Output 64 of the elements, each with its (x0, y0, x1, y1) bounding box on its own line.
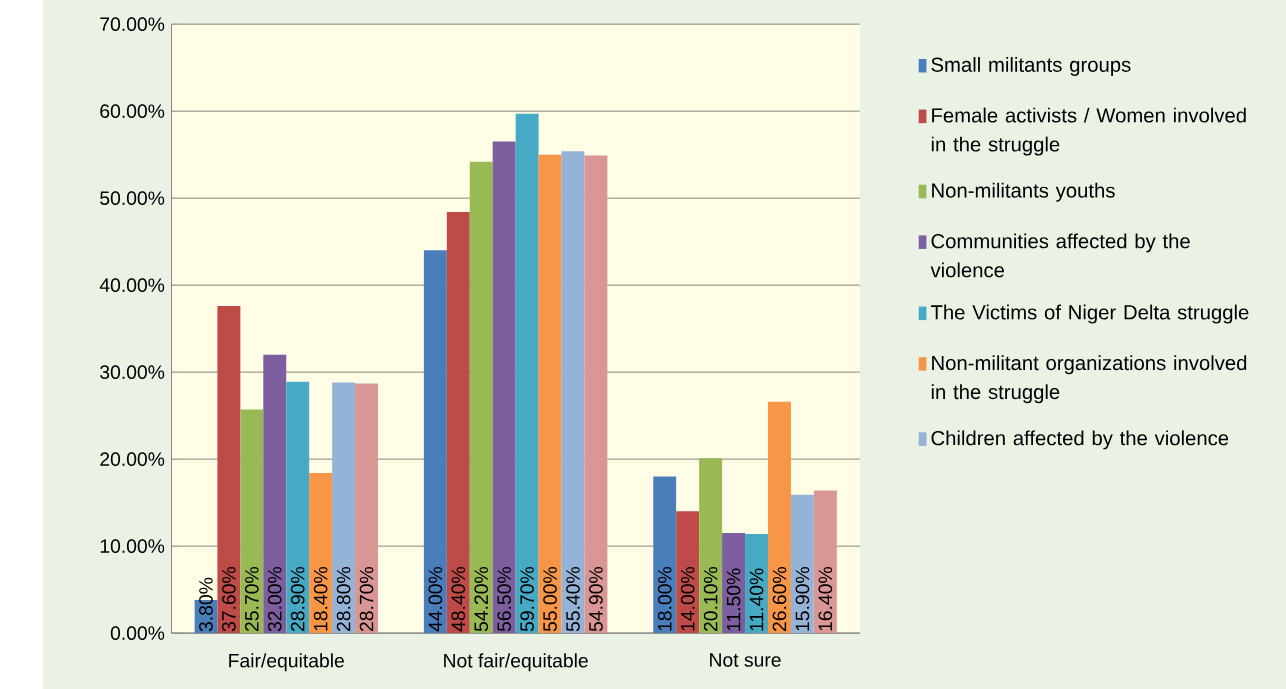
legend-label: Non-militant organizations involved in the struggle (931, 355, 1247, 404)
data-label: 16.40% (818, 567, 833, 631)
bar (653, 476, 677, 634)
bar (699, 458, 723, 634)
data-label: 20.10% (703, 567, 718, 631)
bar (423, 250, 447, 634)
data-label: 25.70% (244, 567, 259, 631)
bar (538, 154, 562, 634)
bar (286, 381, 310, 634)
data-label: 28.80% (336, 567, 351, 631)
bar (217, 305, 241, 634)
bar (813, 490, 837, 634)
bar (584, 155, 608, 634)
bar (240, 409, 264, 634)
data-label: 11.40% (749, 568, 764, 631)
legend-label: Children affected by the violence (931, 430, 1229, 450)
data-label: 55.40% (566, 567, 580, 632)
y-tick-label: 60.00% (100, 104, 165, 118)
bar (561, 151, 585, 634)
data-label: 32.00% (267, 567, 282, 632)
data-label: 54.90% (589, 567, 603, 632)
bar (515, 113, 539, 634)
bar (767, 401, 791, 634)
data-label: 18.40% (313, 567, 328, 631)
bar (469, 161, 493, 634)
y-tick-label: 0.00% (110, 626, 165, 640)
y-tick-label: 20.00% (100, 452, 165, 466)
bar (332, 382, 356, 634)
y-tick-label: 70.00% (100, 17, 165, 31)
data-label: 55.00% (543, 567, 557, 632)
x-tick-label: Fair/equitable (229, 653, 344, 672)
data-label: 11.50% (726, 568, 741, 631)
bar (309, 472, 333, 634)
data-label: 44.00% (428, 567, 443, 632)
legend-label: Communities affected by the violence (930, 233, 1190, 278)
y-tick-label: 40.00% (99, 278, 165, 292)
data-label: 15.90% (795, 567, 810, 631)
y-tick-label: 10.00% (100, 539, 165, 553)
legend-label: Small militants groups (931, 56, 1131, 76)
legend-label: Female activists / Women involved in the struggle (931, 107, 1246, 156)
data-label: 14.00% (680, 567, 695, 631)
data-label: 54.20% (474, 567, 489, 632)
data-label: 56.50% (497, 567, 512, 632)
bar (446, 211, 470, 634)
data-label: 18.00% (657, 567, 672, 631)
data-label: 26.60% (772, 567, 787, 631)
data-label: 28.70% (359, 567, 374, 631)
bar (263, 354, 287, 634)
data-label: 28.90% (290, 567, 305, 631)
data-label: 3.80% (199, 577, 213, 632)
legend-label: The Victims of Niger Delta struggle (930, 304, 1249, 324)
x-tick-label: Not fair/equitable (444, 653, 588, 672)
bar (676, 511, 700, 634)
data-label: 48.40% (451, 567, 466, 632)
x-tick-label: Not sure (710, 653, 781, 667)
data-label: 59.70% (520, 567, 534, 632)
legend-label: Non-militants youths (932, 182, 1115, 202)
bar (745, 533, 768, 634)
bar (355, 383, 378, 634)
bar (722, 532, 746, 634)
data-label: 37.60% (222, 567, 236, 632)
bar (492, 141, 516, 634)
y-tick-label: 30.00% (100, 365, 165, 379)
y-tick-label: 50.00% (100, 191, 165, 205)
